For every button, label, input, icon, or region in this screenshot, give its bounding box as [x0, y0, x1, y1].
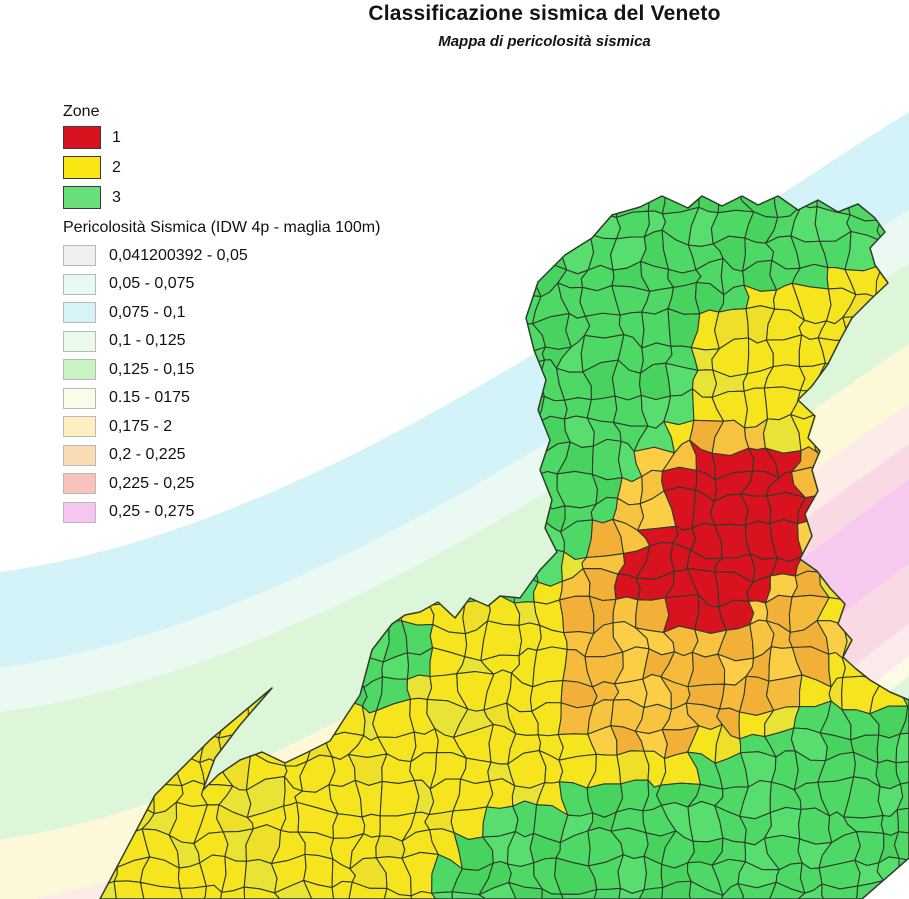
class-swatch: [63, 387, 96, 409]
municipality-cell: [197, 884, 227, 899]
legend-zone-row: 3: [63, 186, 380, 209]
municipality-cell: [556, 470, 599, 509]
municipality-cell: [113, 880, 155, 899]
class-swatch: [63, 273, 96, 295]
legend-class-row: 0,1 - 0,125: [63, 330, 380, 352]
class-swatch: [63, 444, 96, 466]
municipality-cell: [895, 724, 909, 764]
municipality-cell: [661, 880, 695, 899]
legend-class-row: 0,05 - 0,075: [63, 273, 380, 295]
municipality-cell: [793, 883, 829, 899]
class-swatch: [63, 416, 96, 437]
municipality-cell: [821, 883, 859, 899]
municipality-cell: [583, 312, 625, 339]
municipality-cell: [616, 750, 650, 785]
legend-class-row: 0,075 - 0,1: [63, 302, 380, 323]
class-label: 0,1 - 0,125: [109, 332, 186, 349]
municipality-cell: [899, 705, 909, 735]
municipality-cell: [175, 885, 207, 899]
municipality-mosaic: [100, 196, 909, 899]
zone-swatch: [63, 186, 101, 209]
region-outline: [99, 195, 909, 899]
municipality-cell: [451, 891, 495, 899]
municipality-cell: [765, 674, 803, 711]
municipality-cell: [586, 395, 618, 423]
municipality-cell: [591, 438, 623, 481]
municipality-cell: [713, 883, 745, 899]
municipality-cell: [764, 881, 806, 899]
legend-class-row: 0,125 - 0,15: [63, 359, 380, 380]
municipality-cell: [737, 881, 777, 899]
zone-label: 2: [112, 158, 121, 176]
hazard-band: [0, 210, 909, 712]
zone-label: 1: [112, 128, 121, 146]
class-label: 0,125 - 0,15: [109, 360, 195, 378]
hazard-band: [0, 344, 909, 899]
municipality-cell: [406, 674, 433, 700]
legend-class-row: 0,25 - 0,275: [63, 501, 380, 523]
municipality-cell: [382, 887, 415, 899]
legend-zone-list: 1 2 3: [63, 126, 380, 209]
hazard-band: [0, 264, 909, 840]
legend-zone-row: 1: [63, 126, 380, 149]
municipality-cell: [615, 210, 650, 240]
legend-class-list: 0,041200392 - 0,05 0,05 - 0,075 0,075 - 0,…: [63, 245, 380, 523]
municipality-cell: [617, 854, 648, 894]
municipality-cell: [893, 831, 909, 871]
legend-class-row: 0,2 - 0,225: [63, 444, 380, 466]
municipality-cell: [540, 888, 566, 899]
class-swatch: [63, 330, 96, 352]
hazard-band: [460, 564, 909, 899]
class-label: 0,075 - 0,1: [109, 303, 186, 321]
hazard-band: [0, 112, 909, 668]
class-label: 0.15 - 0175: [109, 389, 190, 406]
municipality-cell: [635, 597, 670, 633]
legend-class-title: Pericolosità Sismica (IDW 4p - maglia 10…: [63, 219, 381, 236]
legend-class-row: 0.15 - 0175: [63, 387, 380, 409]
legend-zone-title: Zone: [63, 103, 100, 120]
municipality-cell: [560, 888, 598, 899]
legend-class-row: 0,175 - 2: [63, 416, 380, 437]
municipality-cell: [379, 779, 420, 817]
municipality-cell: [219, 886, 254, 899]
municipality-cell: [584, 887, 622, 899]
municipality-cell: [508, 881, 543, 899]
class-label: 0,041200392 - 0,05: [109, 246, 248, 264]
class-swatch: [63, 359, 96, 380]
class-swatch: [63, 473, 96, 494]
class-label: 0,225 - 0,25: [109, 474, 195, 492]
legend-zone-row: 2: [63, 156, 380, 179]
municipality-cell: [896, 781, 909, 811]
municipality-cell: [559, 595, 595, 635]
municipality-cell: [243, 886, 285, 899]
zone-swatch: [63, 156, 101, 179]
municipality-cell: [896, 807, 909, 845]
municipality-cell: [139, 881, 184, 899]
class-label: 0,175 - 2: [109, 417, 173, 435]
zone-swatch: [63, 126, 101, 149]
municipality-cell: [634, 886, 671, 899]
municipality-cell: [616, 887, 645, 899]
class-swatch: [63, 501, 96, 523]
zone-label: 3: [112, 188, 121, 206]
class-swatch: [63, 245, 96, 266]
class-label: 0,2 - 0,225: [109, 446, 186, 463]
class-swatch: [63, 302, 96, 323]
class-label: 0,25 - 0,275: [109, 503, 195, 520]
legend-class-row: 0,041200392 - 0,05: [63, 245, 380, 266]
municipality-cell: [348, 881, 388, 899]
legend: Zone 1 2 3 Pericolosità Sismica (IDW 4p - …: [63, 103, 380, 530]
class-label: 0,05 - 0,075: [109, 275, 195, 292]
legend-class-row: 0,225 - 0,25: [63, 473, 380, 494]
municipality-cell: [641, 308, 672, 349]
municipality-cell: [478, 881, 517, 899]
